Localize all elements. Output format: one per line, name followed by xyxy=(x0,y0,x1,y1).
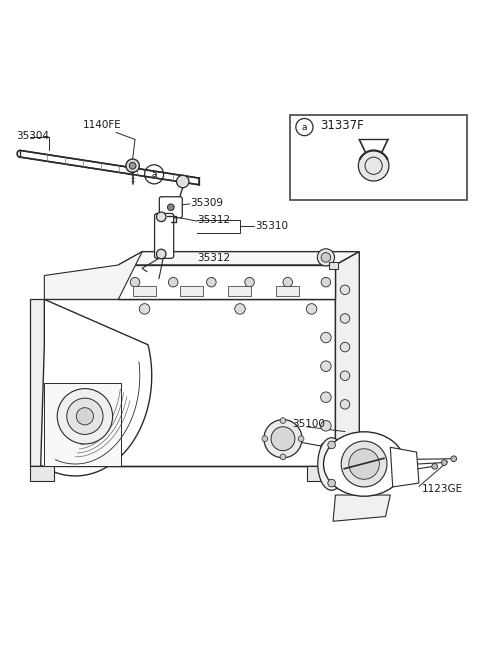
FancyBboxPatch shape xyxy=(159,197,182,218)
Polygon shape xyxy=(21,150,199,185)
Circle shape xyxy=(156,249,166,259)
Circle shape xyxy=(280,418,286,423)
Circle shape xyxy=(321,442,331,453)
Polygon shape xyxy=(44,299,336,466)
Circle shape xyxy=(317,249,335,266)
Text: 35312: 35312 xyxy=(197,253,230,263)
Circle shape xyxy=(57,388,113,444)
Bar xyxy=(228,285,251,296)
Bar xyxy=(290,115,467,200)
Circle shape xyxy=(76,407,94,425)
Text: 1123GE: 1123GE xyxy=(421,484,462,494)
Polygon shape xyxy=(44,383,120,466)
Circle shape xyxy=(432,464,438,469)
Circle shape xyxy=(280,454,286,460)
Bar xyxy=(329,262,338,269)
Circle shape xyxy=(156,212,166,222)
Circle shape xyxy=(177,175,189,188)
Circle shape xyxy=(340,285,350,295)
Bar xyxy=(132,285,156,296)
Circle shape xyxy=(340,371,350,380)
Circle shape xyxy=(340,342,350,352)
Circle shape xyxy=(321,253,331,262)
Circle shape xyxy=(264,420,302,458)
Circle shape xyxy=(168,277,178,287)
Polygon shape xyxy=(333,495,390,522)
Circle shape xyxy=(262,436,268,441)
Polygon shape xyxy=(41,299,152,476)
Polygon shape xyxy=(30,299,47,466)
Circle shape xyxy=(359,150,389,181)
Ellipse shape xyxy=(324,432,405,496)
Text: 35312: 35312 xyxy=(197,215,230,225)
Circle shape xyxy=(321,392,331,402)
Circle shape xyxy=(306,304,317,314)
Polygon shape xyxy=(390,447,419,487)
FancyBboxPatch shape xyxy=(155,213,174,258)
Circle shape xyxy=(442,460,447,466)
Ellipse shape xyxy=(318,438,346,490)
Circle shape xyxy=(129,163,136,169)
Text: 35304: 35304 xyxy=(16,131,48,141)
Circle shape xyxy=(451,456,456,462)
Text: 31337F: 31337F xyxy=(320,119,363,132)
Bar xyxy=(276,285,299,296)
Circle shape xyxy=(283,277,292,287)
Text: a: a xyxy=(301,123,307,132)
Circle shape xyxy=(349,449,379,480)
Circle shape xyxy=(340,400,350,409)
Circle shape xyxy=(328,441,336,449)
Polygon shape xyxy=(336,252,360,445)
Circle shape xyxy=(67,398,103,434)
Text: 35100: 35100 xyxy=(292,419,325,430)
Circle shape xyxy=(341,441,387,487)
Polygon shape xyxy=(44,252,142,299)
Circle shape xyxy=(321,420,331,431)
Bar xyxy=(180,285,203,296)
Bar xyxy=(30,466,54,481)
Circle shape xyxy=(130,277,140,287)
Circle shape xyxy=(271,427,295,451)
Circle shape xyxy=(126,159,139,173)
Circle shape xyxy=(235,304,245,314)
Text: a: a xyxy=(151,170,157,179)
Text: 35309: 35309 xyxy=(190,198,223,208)
Circle shape xyxy=(328,480,336,487)
Circle shape xyxy=(168,204,174,211)
Polygon shape xyxy=(118,265,336,299)
Circle shape xyxy=(321,361,331,371)
Circle shape xyxy=(321,333,331,343)
Circle shape xyxy=(298,436,304,441)
Bar xyxy=(307,466,331,481)
Text: 35310: 35310 xyxy=(255,221,288,231)
Text: 1140FE: 1140FE xyxy=(83,120,121,130)
Polygon shape xyxy=(118,252,360,265)
Circle shape xyxy=(340,314,350,323)
Circle shape xyxy=(245,277,254,287)
Circle shape xyxy=(139,304,150,314)
Circle shape xyxy=(206,277,216,287)
Circle shape xyxy=(321,277,331,287)
